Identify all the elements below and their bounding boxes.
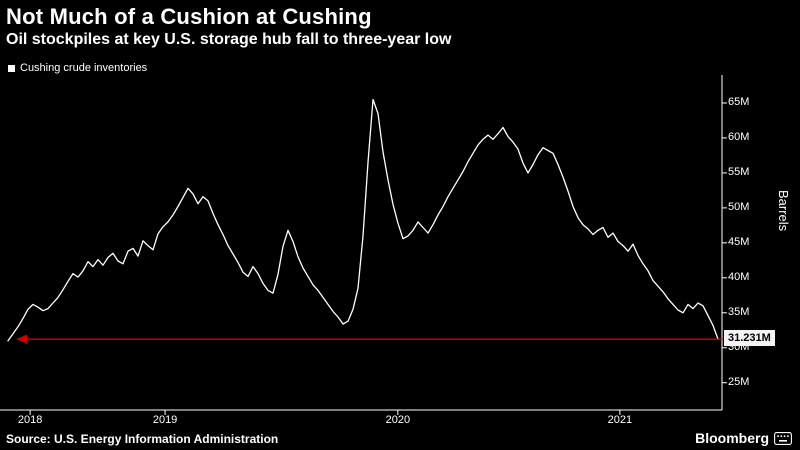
terminal-icon bbox=[774, 431, 792, 445]
legend-marker-icon bbox=[8, 64, 15, 72]
y-axis-title: Barrels bbox=[776, 190, 791, 232]
brand-logo: Bloomberg bbox=[695, 430, 792, 446]
annotation-left-arrow-icon bbox=[16, 334, 27, 344]
legend-label: Cushing crude inventories bbox=[20, 62, 148, 74]
y-axis-tick-label: 25M bbox=[728, 375, 750, 388]
y-axis-tick-label: 40M bbox=[728, 270, 750, 283]
x-axis-tick-label: 2021 bbox=[607, 414, 633, 426]
y-axis-tick-label: 50M bbox=[728, 200, 750, 213]
y-axis-tick-label: 55M bbox=[728, 165, 750, 178]
x-axis-tick-label: 2018 bbox=[17, 414, 43, 426]
y-axis-tick-marks bbox=[722, 102, 727, 384]
chart-title: Not Much of a Cushion at Cushing bbox=[6, 4, 372, 29]
x-axis-tick-label: 2019 bbox=[152, 414, 178, 426]
annotation-value-label: 31.231M bbox=[724, 330, 775, 347]
y-axis-tick-label: 35M bbox=[728, 305, 750, 318]
x-axis-tick-marks bbox=[29, 410, 621, 415]
chart-subtitle: Oil stockpiles at key U.S. storage hub f… bbox=[6, 31, 452, 48]
y-axis-tick-label: 45M bbox=[728, 235, 750, 248]
x-axis-tick-label: 2020 bbox=[385, 414, 411, 426]
legend: Cushing crude inventories bbox=[8, 62, 147, 74]
series-line bbox=[7, 98, 719, 342]
y-axis-tick-label: 60M bbox=[728, 130, 750, 143]
source-text: Source: U.S. Energy Information Administ… bbox=[6, 432, 279, 446]
y-axis-tick-label: 65M bbox=[728, 95, 750, 108]
brand-name: Bloomberg bbox=[695, 430, 769, 446]
